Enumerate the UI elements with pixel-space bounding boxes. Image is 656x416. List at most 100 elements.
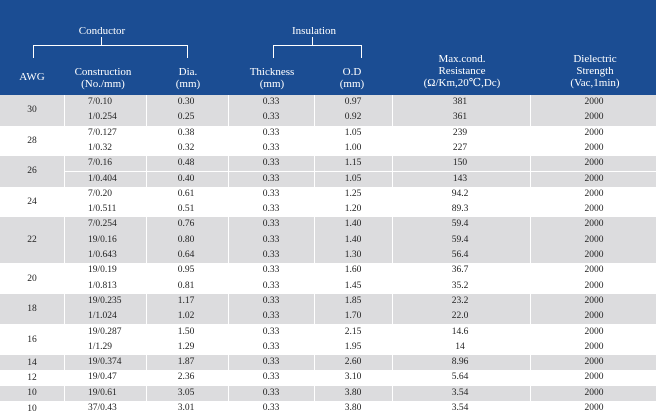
cell-resistance: 150 xyxy=(452,158,468,169)
cell-construction: 19/0.47 xyxy=(88,372,117,383)
conductor-group-label: Conductor xyxy=(78,25,126,37)
cell-dielectric: 2000 xyxy=(584,280,604,291)
cell-construction: 1/0.511 xyxy=(88,204,117,215)
column-divider xyxy=(530,95,531,416)
cell-construction: 1/1.024 xyxy=(88,311,117,322)
cell-construction: 37/0.43 xyxy=(88,403,117,413)
insulation-bracket xyxy=(273,45,362,58)
table-row: 7/0.20 0.61 0.33 1.25 94.2 2000 xyxy=(0,186,656,203)
awg-cell: 12 xyxy=(0,370,64,386)
cell-dia: 0.76 xyxy=(177,219,195,230)
table-row: 7/0.254 0.76 0.33 1.40 59.4 2000 xyxy=(0,217,656,233)
cell-dielectric: 2000 xyxy=(584,188,604,199)
cell-thickness: 0.33 xyxy=(262,280,280,291)
cell-dielectric: 2000 xyxy=(584,387,604,398)
cell-resistance: 14 xyxy=(455,341,465,352)
cell-thickness: 0.33 xyxy=(262,127,280,138)
cell-dia: 1.17 xyxy=(177,295,195,306)
cell-od: 2.15 xyxy=(344,326,362,337)
cell-thickness: 0.33 xyxy=(262,357,280,368)
cell-resistance: 35.2 xyxy=(451,280,469,291)
cell-thickness: 0.33 xyxy=(262,234,280,245)
awg-cell: 16 xyxy=(0,324,64,356)
cell-dia: 1.87 xyxy=(177,357,195,368)
conductor-bracket xyxy=(33,45,188,58)
table-row: 1/0.32 0.32 0.33 1.00 227 2000 xyxy=(0,140,656,157)
cell-dia: 1.29 xyxy=(177,341,195,352)
table-row: 7/0.10 0.30 0.33 0.97 381 2000 xyxy=(0,95,656,111)
table-row: 19/0.19 0.95 0.33 1.60 36.7 2000 xyxy=(0,263,656,279)
cell-dia: 0.25 xyxy=(177,112,195,123)
table-row: 19/0.287 1.50 0.33 2.15 14.6 2000 xyxy=(0,324,656,340)
cell-od: 1.40 xyxy=(344,234,362,245)
cell-thickness: 0.33 xyxy=(262,341,280,352)
column-divider xyxy=(146,95,147,416)
cell-od: 1.40 xyxy=(344,219,362,230)
table-row: 7/0.16 0.48 0.33 1.15 150 2000 xyxy=(0,156,656,172)
cell-od: 0.97 xyxy=(344,97,362,107)
cell-dia: 0.48 xyxy=(177,158,195,169)
cell-resistance: 89.3 xyxy=(451,204,469,215)
cell-od: 1.60 xyxy=(344,265,362,276)
col-awg: AWG xyxy=(19,71,45,83)
table-row: 1/1.29 1.29 0.33 1.95 14 2000 xyxy=(0,339,656,356)
cell-dielectric: 2000 xyxy=(584,142,604,153)
awg-cell: 30 xyxy=(0,95,64,126)
cell-construction: 19/0.287 xyxy=(88,326,122,337)
cell-resistance: 5.64 xyxy=(451,372,469,383)
cell-od: 2.60 xyxy=(344,357,362,368)
cell-dielectric: 2000 xyxy=(584,127,604,138)
cell-construction: 19/0.61 xyxy=(88,387,117,398)
cell-dielectric: 2000 xyxy=(584,219,604,230)
cell-od: 3.80 xyxy=(344,403,362,413)
awg-cell: 18 xyxy=(0,293,64,325)
cell-od: 1.45 xyxy=(344,280,362,291)
col-resistance: Max.cond. Resistance (Ω/Km,20℃,Dc) xyxy=(423,53,501,89)
cell-resistance: 14.6 xyxy=(451,326,469,337)
cell-thickness: 0.33 xyxy=(262,204,280,215)
cell-thickness: 0.33 xyxy=(262,265,280,276)
cell-resistance: 59.4 xyxy=(451,219,469,230)
col-construction: Construction (No./mm) xyxy=(74,66,132,90)
cell-dielectric: 2000 xyxy=(584,311,604,322)
cell-dielectric: 2000 xyxy=(584,403,604,413)
cell-construction: 7/0.20 xyxy=(88,188,113,199)
cell-resistance: 3.54 xyxy=(451,387,469,398)
cell-construction: 7/0.254 xyxy=(88,219,117,230)
cell-dia: 0.40 xyxy=(177,173,195,184)
column-divider xyxy=(64,95,65,416)
cell-thickness: 0.33 xyxy=(262,219,280,230)
insulation-bracket-stem xyxy=(312,37,313,46)
insulation-group-label: Insulation xyxy=(292,25,336,37)
awg-cell: 20 xyxy=(0,263,64,294)
cell-dielectric: 2000 xyxy=(584,372,604,383)
cell-construction: 19/0.235 xyxy=(88,295,122,306)
cell-dielectric: 2000 xyxy=(584,295,604,306)
table-header: Conductor Insulation AWG Construction (N… xyxy=(0,0,656,95)
cell-thickness: 0.33 xyxy=(262,403,280,413)
table-row: 1/0.254 0.25 0.33 0.92 361 2000 xyxy=(0,110,656,126)
table-row: 1/0.813 0.81 0.33 1.45 35.2 2000 xyxy=(0,278,656,294)
table-row: 37/0.43 3.01 0.33 3.80 3.54 2000 xyxy=(0,401,656,416)
cell-construction: 1/0.254 xyxy=(88,112,117,123)
cell-dia: 1.50 xyxy=(177,326,195,337)
awg-cell: 26 xyxy=(0,156,64,187)
table-row: 19/0.61 3.05 0.33 3.80 3.54 2000 xyxy=(0,385,656,401)
awg-cell: 28 xyxy=(0,125,64,157)
cell-dia: 0.81 xyxy=(177,280,195,291)
cell-resistance: 22.0 xyxy=(451,311,469,322)
cell-thickness: 0.33 xyxy=(262,311,280,322)
column-divider xyxy=(314,95,315,416)
cell-dielectric: 2000 xyxy=(584,357,604,368)
table-row: 1/0.511 0.51 0.33 1.20 89.3 2000 xyxy=(0,202,656,218)
table-row: 19/0.16 0.80 0.33 1.40 59.4 2000 xyxy=(0,232,656,248)
col-thickness: Thickness (mm) xyxy=(249,66,295,90)
cell-resistance: 3.54 xyxy=(451,403,469,413)
cell-construction: 19/0.16 xyxy=(88,234,117,245)
table-row: 19/0.374 1.87 0.33 2.60 8.96 2000 xyxy=(0,355,656,371)
cell-dia: 0.64 xyxy=(177,250,195,260)
cell-dielectric: 2000 xyxy=(584,250,604,260)
cell-dielectric: 2000 xyxy=(584,204,604,215)
cell-od: 1.70 xyxy=(344,311,362,322)
cell-thickness: 0.33 xyxy=(262,295,280,306)
